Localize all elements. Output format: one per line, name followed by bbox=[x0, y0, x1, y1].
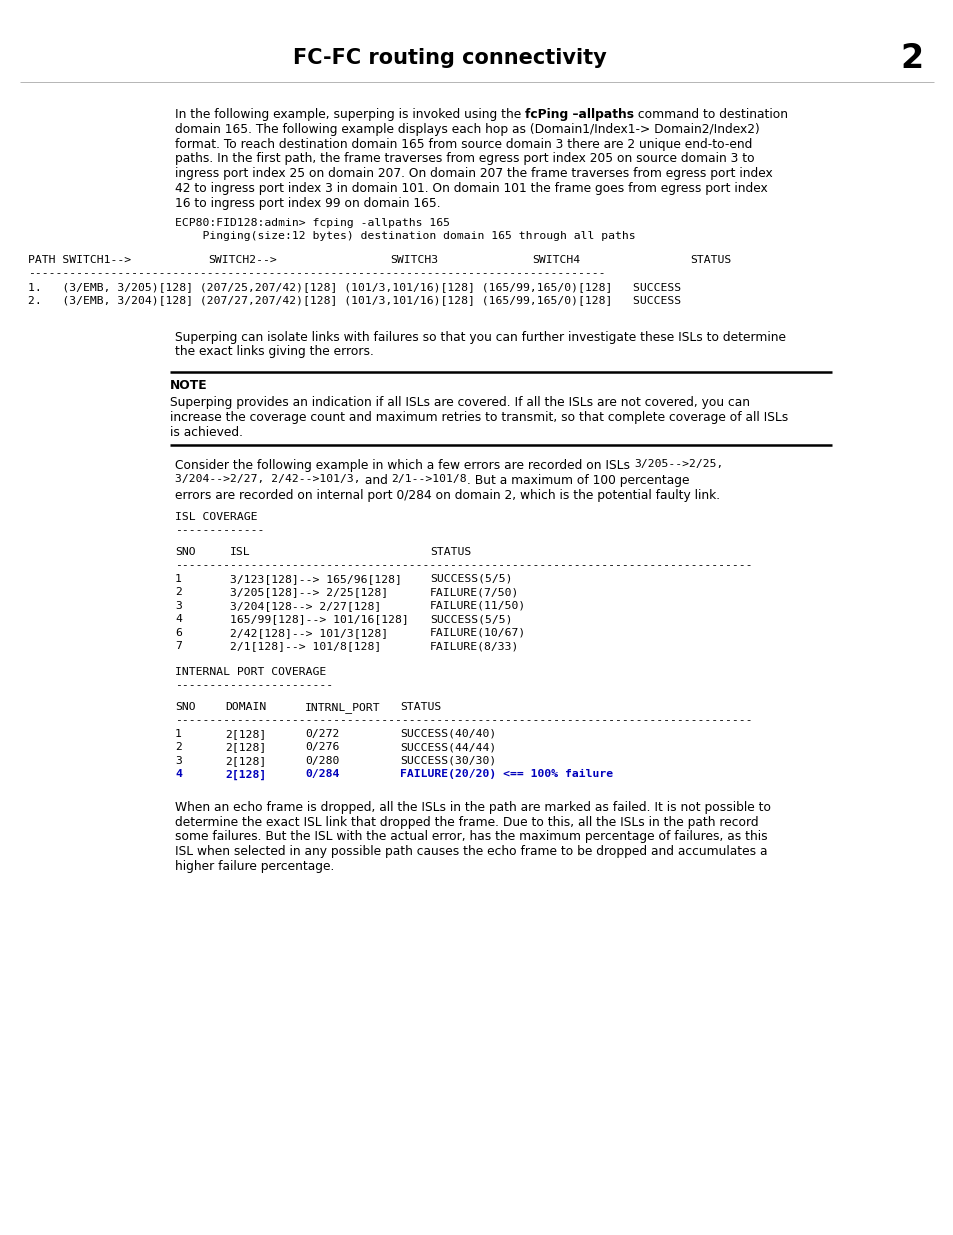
Text: command to destination: command to destination bbox=[634, 107, 787, 121]
Text: STATUS: STATUS bbox=[430, 547, 471, 557]
Text: paths. In the first path, the frame traverses from egress port index 205 on sour: paths. In the first path, the frame trav… bbox=[174, 152, 754, 165]
Text: 3/205-->2/25,: 3/205-->2/25, bbox=[633, 459, 722, 469]
Text: 6: 6 bbox=[174, 627, 182, 637]
Text: 165/99[128]--> 101/16[128]: 165/99[128]--> 101/16[128] bbox=[230, 614, 408, 625]
Text: ISL when selected in any possible path causes the echo frame to be dropped and a: ISL when selected in any possible path c… bbox=[174, 845, 767, 858]
Text: 2/42[128]--> 101/3[128]: 2/42[128]--> 101/3[128] bbox=[230, 627, 388, 637]
Text: 4: 4 bbox=[174, 769, 182, 779]
Text: 3/204[128--> 2/27[128]: 3/204[128--> 2/27[128] bbox=[230, 600, 381, 611]
Text: SUCCESS(40/40): SUCCESS(40/40) bbox=[399, 729, 496, 739]
Text: FAILURE(20/20) <== 100% failure: FAILURE(20/20) <== 100% failure bbox=[399, 769, 613, 779]
Text: fcPing –allpaths: fcPing –allpaths bbox=[524, 107, 634, 121]
Text: is achieved.: is achieved. bbox=[170, 426, 243, 438]
Text: . But a maximum of 100 percentage: . But a maximum of 100 percentage bbox=[467, 474, 689, 487]
Text: 4: 4 bbox=[174, 614, 182, 625]
Text: 2[128]: 2[128] bbox=[225, 769, 266, 779]
Text: some failures. But the ISL with the actual error, has the maximum percentage of : some failures. But the ISL with the actu… bbox=[174, 830, 767, 844]
Text: Superping provides an indication if all ISLs are covered. If all the ISLs are no: Superping provides an indication if all … bbox=[170, 396, 749, 409]
Text: -----------------------: ----------------------- bbox=[174, 680, 333, 690]
Text: 2.   (3/EMB, 3/204)[128] (207/27,207/42)[128] (101/3,101/16)[128] (165/99,165/0): 2. (3/EMB, 3/204)[128] (207/27,207/42)[1… bbox=[28, 295, 680, 305]
Text: STATUS: STATUS bbox=[689, 254, 731, 264]
Text: 0/272: 0/272 bbox=[305, 729, 339, 739]
Text: 3/123[128]--> 165/96[128]: 3/123[128]--> 165/96[128] bbox=[230, 574, 401, 584]
Text: 2[128]: 2[128] bbox=[225, 742, 266, 752]
Text: STATUS: STATUS bbox=[399, 701, 441, 711]
Text: ISL COVERAGE: ISL COVERAGE bbox=[174, 511, 257, 522]
Text: INTRNL_PORT: INTRNL_PORT bbox=[305, 701, 380, 713]
Text: Pinging(size:12 bytes) destination domain 165 through all paths: Pinging(size:12 bytes) destination domai… bbox=[174, 231, 635, 241]
Text: 7: 7 bbox=[174, 641, 182, 651]
Text: FAILURE(10/67): FAILURE(10/67) bbox=[430, 627, 526, 637]
Text: When an echo frame is dropped, all the ISLs in the path are marked as failed. It: When an echo frame is dropped, all the I… bbox=[174, 800, 770, 814]
Text: SUCCESS(44/44): SUCCESS(44/44) bbox=[399, 742, 496, 752]
Text: 0/284: 0/284 bbox=[305, 769, 339, 779]
Text: 1.   (3/EMB, 3/205)[128] (207/25,207/42)[128] (101/3,101/16)[128] (165/99,165/0): 1. (3/EMB, 3/205)[128] (207/25,207/42)[1… bbox=[28, 282, 680, 291]
Text: SWITCH3: SWITCH3 bbox=[390, 254, 437, 264]
Text: determine the exact ISL link that dropped the frame. Due to this, all the ISLs i: determine the exact ISL link that droppe… bbox=[174, 815, 758, 829]
Text: 2: 2 bbox=[174, 588, 182, 598]
Text: FAILURE(8/33): FAILURE(8/33) bbox=[430, 641, 518, 651]
Text: 16 to ingress port index 99 on domain 165.: 16 to ingress port index 99 on domain 16… bbox=[174, 196, 440, 210]
Text: 2/1[128]--> 101/8[128]: 2/1[128]--> 101/8[128] bbox=[230, 641, 381, 651]
Text: increase the coverage count and maximum retries to transmit, so that complete co: increase the coverage count and maximum … bbox=[170, 411, 787, 424]
Text: 2[128]: 2[128] bbox=[225, 756, 266, 766]
Text: DOMAIN: DOMAIN bbox=[225, 701, 266, 711]
Text: ECP80:FID128:admin> fcping -allpaths 165: ECP80:FID128:admin> fcping -allpaths 165 bbox=[174, 217, 450, 227]
Text: --------------------------------------------------------------------------------: ----------------------------------------… bbox=[174, 715, 752, 725]
Text: 0/276: 0/276 bbox=[305, 742, 339, 752]
Text: In the following example, superping is invoked using the: In the following example, superping is i… bbox=[174, 107, 524, 121]
Text: Superping can isolate links with failures so that you can further investigate th: Superping can isolate links with failure… bbox=[174, 331, 785, 343]
Text: --------------------------------------------------------------------------------: ----------------------------------------… bbox=[174, 561, 752, 571]
Text: SWITCH2-->: SWITCH2--> bbox=[208, 254, 276, 264]
Text: NOTE: NOTE bbox=[170, 379, 208, 393]
Text: 42 to ingress port index 3 in domain 101. On domain 101 the frame goes from egre: 42 to ingress port index 3 in domain 101… bbox=[174, 182, 767, 195]
Text: SNO: SNO bbox=[174, 701, 195, 711]
Text: --------------------------------------------------------------------------------: ----------------------------------------… bbox=[28, 268, 605, 278]
Text: and: and bbox=[360, 474, 391, 487]
Text: 0/280: 0/280 bbox=[305, 756, 339, 766]
Text: 3: 3 bbox=[174, 600, 182, 611]
Text: PATH SWITCH1-->: PATH SWITCH1--> bbox=[28, 254, 131, 264]
Text: -------------: ------------- bbox=[174, 525, 264, 535]
Text: SNO: SNO bbox=[174, 547, 195, 557]
Text: 1: 1 bbox=[174, 729, 182, 739]
Text: SUCCESS(5/5): SUCCESS(5/5) bbox=[430, 574, 512, 584]
Text: 1: 1 bbox=[174, 574, 182, 584]
Text: errors are recorded on internal port 0/284 on domain 2, which is the potential f: errors are recorded on internal port 0/2… bbox=[174, 489, 720, 501]
Text: ingress port index 25 on domain 207. On domain 207 the frame traverses from egre: ingress port index 25 on domain 207. On … bbox=[174, 167, 772, 180]
Text: SUCCESS(30/30): SUCCESS(30/30) bbox=[399, 756, 496, 766]
Text: 2: 2 bbox=[900, 42, 923, 74]
Text: FAILURE(7/50): FAILURE(7/50) bbox=[430, 588, 518, 598]
Text: FC-FC routing connectivity: FC-FC routing connectivity bbox=[293, 48, 606, 68]
Text: INTERNAL PORT COVERAGE: INTERNAL PORT COVERAGE bbox=[174, 667, 326, 677]
Text: Consider the following example in which a few errors are recorded on ISLs: Consider the following example in which … bbox=[174, 459, 633, 473]
Text: FAILURE(11/50): FAILURE(11/50) bbox=[430, 600, 526, 611]
Text: the exact links giving the errors.: the exact links giving the errors. bbox=[174, 346, 374, 358]
Text: ISL: ISL bbox=[230, 547, 251, 557]
Text: format. To reach destination domain 165 from source domain 3 there are 2 unique : format. To reach destination domain 165 … bbox=[174, 137, 752, 151]
Text: 3/205[128]--> 2/25[128]: 3/205[128]--> 2/25[128] bbox=[230, 588, 388, 598]
Text: SWITCH4: SWITCH4 bbox=[532, 254, 579, 264]
Text: SUCCESS(5/5): SUCCESS(5/5) bbox=[430, 614, 512, 625]
Text: domain 165. The following example displays each hop as (Domain1/Index1-> Domain2: domain 165. The following example displa… bbox=[174, 122, 759, 136]
Text: 3: 3 bbox=[174, 756, 182, 766]
Text: 2/1-->101/8: 2/1-->101/8 bbox=[391, 474, 467, 484]
Text: higher failure percentage.: higher failure percentage. bbox=[174, 860, 334, 873]
Text: 3/204-->2/27, 2/42-->101/3,: 3/204-->2/27, 2/42-->101/3, bbox=[174, 474, 360, 484]
Text: 2[128]: 2[128] bbox=[225, 729, 266, 739]
Text: 2: 2 bbox=[174, 742, 182, 752]
